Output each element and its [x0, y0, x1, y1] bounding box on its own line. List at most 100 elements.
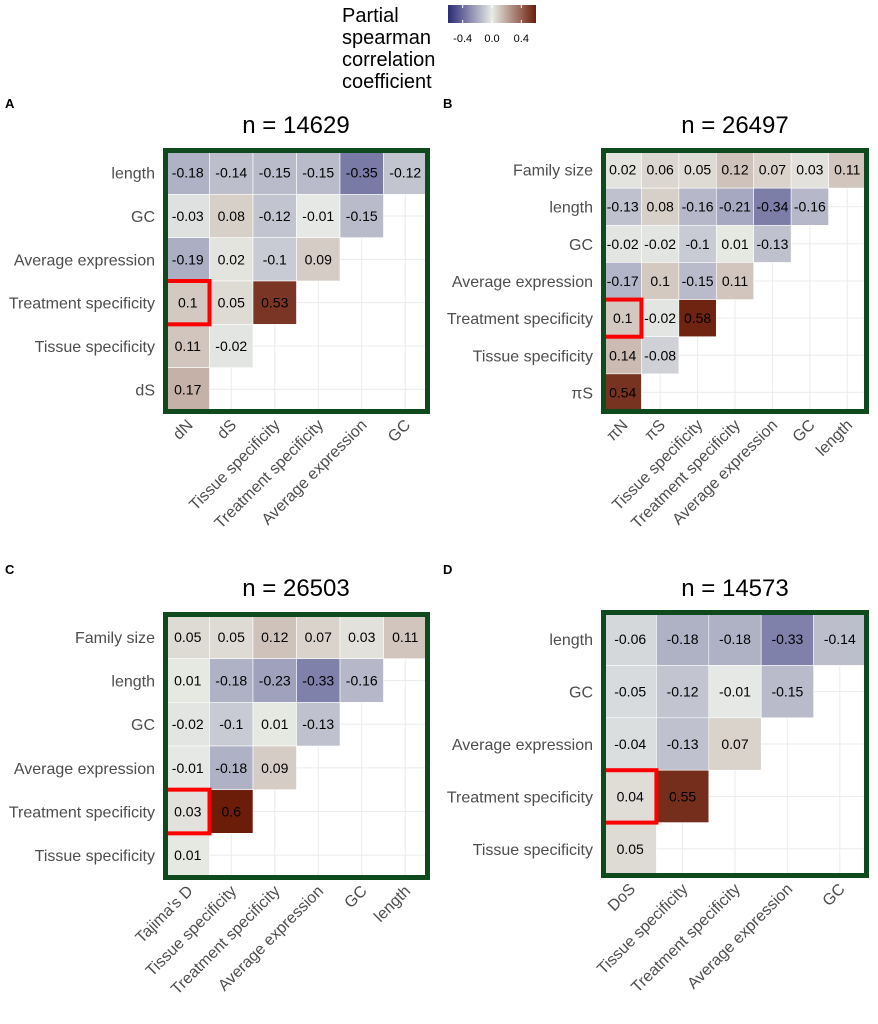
column-label: dN [170, 417, 196, 443]
cell-value-label: -0.35 [346, 165, 378, 181]
row-label: length [111, 166, 155, 183]
column-label: dS [214, 417, 240, 443]
cell-value-label: -0.06 [614, 631, 646, 647]
cell-value-label: -0.33 [302, 673, 334, 689]
cell-value-label: -0.15 [771, 684, 803, 700]
heatmap-cell [790, 187, 829, 226]
heatmap-cell [165, 150, 210, 195]
heatmap-cell [603, 299, 642, 338]
heatmap-cell [252, 280, 297, 325]
legend-tick-label: 0.0 [484, 33, 499, 45]
row-label: Tissue specificity [473, 348, 593, 365]
heatmap-cell [760, 665, 814, 719]
panel-letter: D [443, 562, 452, 577]
row-label: Family size [75, 630, 155, 647]
heatmap-cell [603, 769, 657, 823]
cell-value-label: 0.01 [261, 716, 288, 732]
row-label: πS [571, 385, 593, 402]
cell-value-label: 0.02 [609, 162, 636, 178]
heatmap-cell [641, 150, 680, 189]
cell-value-label: -0.12 [667, 684, 699, 700]
column-label: GC [790, 417, 819, 446]
row-label: Average expression [14, 761, 155, 778]
cell-value-label: -0.02 [644, 310, 676, 326]
cell-value-label: 0.55 [669, 788, 696, 804]
cell-value-label: -0.17 [607, 273, 639, 289]
cell-value-label: -0.19 [172, 251, 204, 267]
cell-value-label: 0.11 [834, 162, 860, 178]
cell-value-label: 0.08 [647, 199, 674, 215]
cell-value-label: 0.53 [261, 295, 288, 311]
cell-value-label: -0.15 [682, 273, 714, 289]
cell-value-label: 0.1 [613, 310, 633, 326]
cell-value-label: -0.16 [794, 199, 826, 215]
cell-value-label: -0.34 [756, 199, 788, 215]
heatmap-cell [296, 194, 341, 238]
cell-value-label: -0.02 [644, 236, 676, 252]
heatmap-cell [165, 614, 210, 659]
column-label: GC [820, 881, 849, 910]
cell-value-label: -0.02 [607, 236, 639, 252]
row-label: length [549, 200, 593, 217]
cell-value-label: -0.03 [172, 208, 204, 224]
cell-value-label: -0.01 [172, 760, 204, 776]
cell-value-label: -0.14 [215, 165, 247, 181]
cell-value-label: 0.01 [721, 236, 748, 252]
heatmap-cell [708, 717, 762, 771]
panel-frame [601, 610, 869, 878]
cell-value-label: 0.05 [617, 841, 644, 857]
cell-value-label: -0.21 [719, 199, 751, 215]
cell-value-label: 0.54 [609, 384, 636, 400]
cell-value-label: 0.03 [174, 804, 201, 820]
cell-value-label: 0.05 [218, 295, 245, 311]
legend-tick-label: 0.4 [514, 33, 529, 45]
cell-value-label: 0.03 [348, 629, 375, 645]
cell-value-label: -0.02 [172, 716, 204, 732]
heatmap-cell [165, 745, 210, 790]
heatmap-cell [641, 187, 680, 226]
heatmap-cell [603, 665, 657, 719]
row-label: Family size [513, 163, 593, 180]
heatmap-cell [603, 187, 642, 226]
heatmap-cell [252, 745, 297, 790]
column-label: Tissue specificity [594, 881, 691, 978]
legend-title-line: Partial [342, 5, 399, 27]
panel-frame [163, 148, 430, 414]
cell-value-label: -0.18 [215, 673, 247, 689]
heatmap-cell [641, 336, 680, 375]
heatmap-cell [209, 658, 254, 703]
panel-title: n = 14629 [242, 112, 349, 139]
row-label: Average expression [14, 252, 155, 269]
heatmap-cell [678, 150, 717, 189]
heatmap-cell [715, 224, 755, 263]
row-label: GC [569, 237, 593, 254]
column-label: GC [385, 417, 414, 446]
cell-value-label: 0.07 [721, 736, 748, 752]
legend-title-line: correlation [342, 49, 435, 71]
panel-letter: A [5, 96, 15, 111]
cell-value-label: 0.17 [174, 381, 201, 397]
cell-value-label: 0.09 [261, 760, 288, 776]
cell-value-label: -0.13 [302, 716, 334, 732]
heatmap-cell [715, 262, 755, 300]
row-label: Treatment specificity [447, 311, 593, 328]
cell-value-label: -0.1 [263, 251, 287, 267]
row-label: GC [131, 209, 155, 226]
heatmap-cell [252, 194, 297, 238]
heatmap-cell [708, 612, 762, 666]
row-label: GC [569, 685, 593, 702]
row-label: length [549, 632, 593, 649]
column-label: length [371, 883, 414, 926]
cell-value-label: -0.18 [172, 165, 204, 181]
heatmap-cell [383, 150, 428, 195]
row-label: dS [135, 382, 155, 399]
heatmap-cell [209, 745, 254, 790]
cell-value-label: 0.09 [305, 251, 332, 267]
row-label: Tissue specificity [473, 842, 593, 859]
row-label: Average expression [452, 274, 593, 291]
heatmap-cell [296, 702, 341, 747]
column-label: πN [604, 417, 632, 445]
cell-value-label: 0.11 [175, 338, 201, 354]
heatmap-cell [339, 194, 384, 238]
